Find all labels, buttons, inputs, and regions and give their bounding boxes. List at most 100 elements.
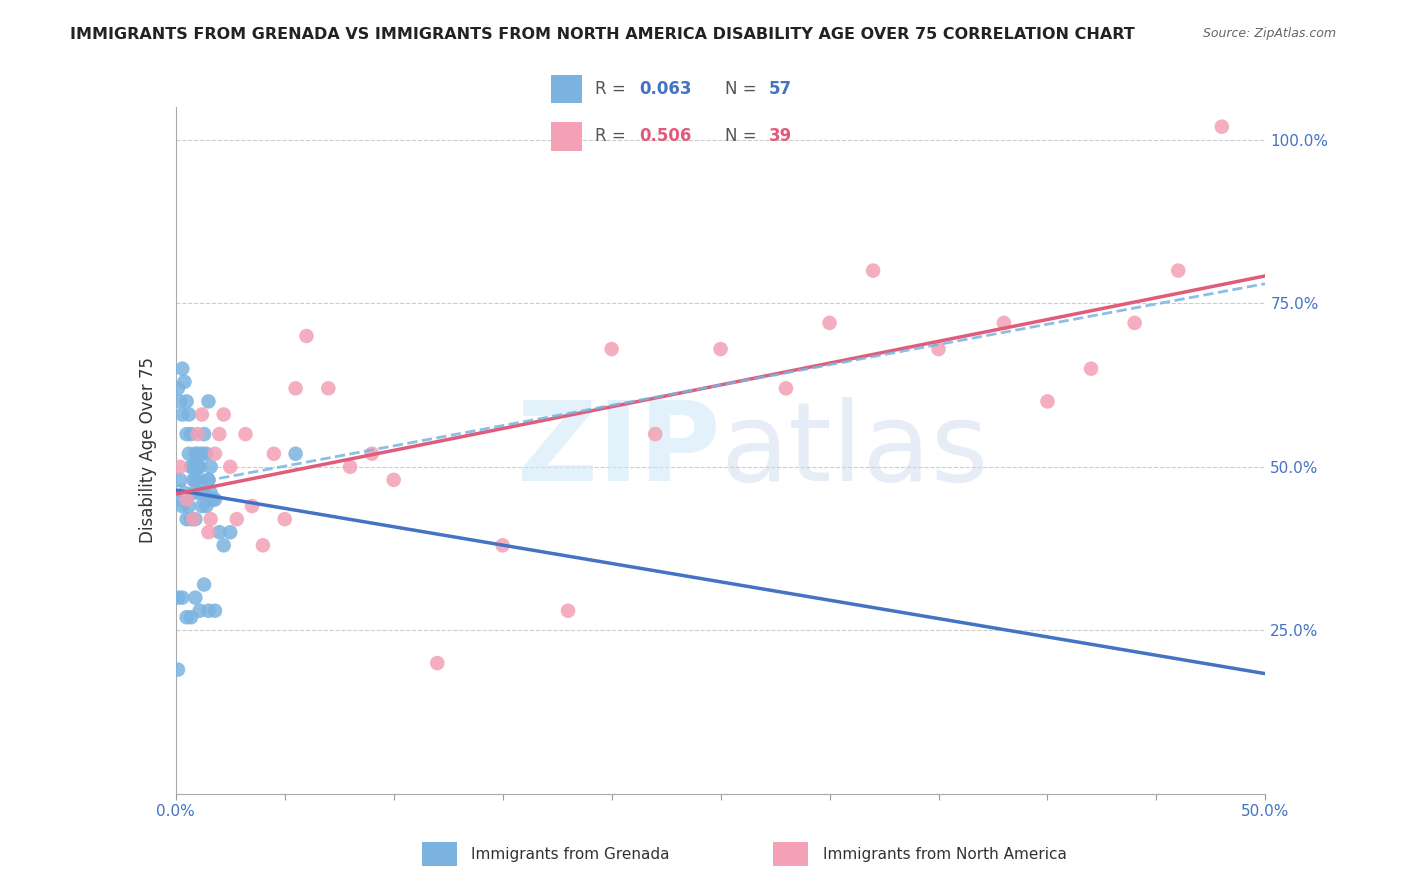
Point xyxy=(197,394,219,409)
Text: Source: ZipAtlas.com: Source: ZipAtlas.com xyxy=(1202,27,1336,40)
Point xyxy=(167,591,190,605)
Point xyxy=(186,459,209,474)
Bar xyxy=(422,842,457,866)
Point xyxy=(200,486,222,500)
Point xyxy=(600,342,623,356)
Point xyxy=(1036,394,1059,409)
Point xyxy=(219,459,242,474)
Text: IMMIGRANTS FROM GRENADA VS IMMIGRANTS FROM NORTH AMERICA DISABILITY AGE OVER 75 : IMMIGRANTS FROM GRENADA VS IMMIGRANTS FR… xyxy=(70,27,1135,42)
Point xyxy=(339,459,361,474)
Point xyxy=(188,486,211,500)
Point xyxy=(208,427,231,442)
Point xyxy=(186,459,209,474)
Point xyxy=(240,499,263,513)
Point xyxy=(557,604,579,618)
Point xyxy=(172,361,194,376)
Point xyxy=(212,538,235,552)
Text: N =: N = xyxy=(725,79,762,97)
Point xyxy=(184,512,207,526)
Point xyxy=(1167,263,1189,277)
Point xyxy=(928,342,950,356)
Point xyxy=(201,492,224,507)
Point xyxy=(195,499,218,513)
Point xyxy=(180,512,202,526)
Point xyxy=(191,408,214,422)
Point xyxy=(204,492,226,507)
Point xyxy=(204,447,226,461)
Text: 0.063: 0.063 xyxy=(640,79,692,97)
Point xyxy=(177,447,200,461)
Point xyxy=(184,473,207,487)
Bar xyxy=(551,75,582,103)
Point xyxy=(197,473,219,487)
Point xyxy=(180,427,202,442)
Point xyxy=(492,538,515,552)
Point xyxy=(318,381,340,395)
Text: N =: N = xyxy=(725,128,762,145)
Point xyxy=(284,381,307,395)
Point xyxy=(181,459,204,474)
Point xyxy=(188,604,211,618)
Point xyxy=(181,512,204,526)
Point xyxy=(181,473,204,487)
Text: atlas: atlas xyxy=(721,397,988,504)
Point xyxy=(176,610,198,624)
Point xyxy=(193,577,215,591)
Point xyxy=(188,473,211,487)
Point xyxy=(180,610,202,624)
Point xyxy=(382,473,405,487)
Point xyxy=(184,591,207,605)
Point xyxy=(263,447,285,461)
Point xyxy=(212,408,235,422)
Point xyxy=(710,342,733,356)
Point xyxy=(176,492,198,507)
Point xyxy=(186,427,209,442)
Point xyxy=(197,525,219,540)
Point xyxy=(167,492,190,507)
Point xyxy=(176,394,198,409)
Point xyxy=(818,316,841,330)
Point xyxy=(188,459,211,474)
Text: R =: R = xyxy=(595,128,631,145)
Point xyxy=(993,316,1015,330)
Point xyxy=(172,408,194,422)
Point xyxy=(176,512,198,526)
Point xyxy=(1080,361,1102,376)
Point xyxy=(775,381,797,395)
Point xyxy=(172,591,194,605)
Point xyxy=(204,604,226,618)
Point xyxy=(426,656,449,670)
Bar xyxy=(773,842,808,866)
Point xyxy=(191,447,214,461)
Point xyxy=(200,459,222,474)
Point xyxy=(862,263,884,277)
Point xyxy=(208,525,231,540)
Text: R =: R = xyxy=(595,79,631,97)
Point xyxy=(191,499,214,513)
Point xyxy=(167,663,190,677)
Point xyxy=(181,486,204,500)
Point xyxy=(295,329,318,343)
Point xyxy=(644,427,666,442)
Point xyxy=(167,381,190,395)
Point xyxy=(1211,120,1233,134)
Text: ZIP: ZIP xyxy=(517,397,721,504)
Point xyxy=(195,447,218,461)
Point xyxy=(193,427,215,442)
Point xyxy=(274,512,297,526)
Point xyxy=(252,538,274,552)
Text: 39: 39 xyxy=(769,128,793,145)
Point xyxy=(180,459,202,474)
Bar xyxy=(551,122,582,151)
Point xyxy=(197,473,219,487)
Point xyxy=(169,394,191,409)
Point xyxy=(176,427,198,442)
Point xyxy=(360,447,382,461)
Point xyxy=(173,486,195,500)
Y-axis label: Disability Age Over 75: Disability Age Over 75 xyxy=(139,358,157,543)
Point xyxy=(1123,316,1146,330)
Point xyxy=(177,499,200,513)
Text: 57: 57 xyxy=(769,79,792,97)
Text: 0.506: 0.506 xyxy=(640,128,692,145)
Point xyxy=(186,447,209,461)
